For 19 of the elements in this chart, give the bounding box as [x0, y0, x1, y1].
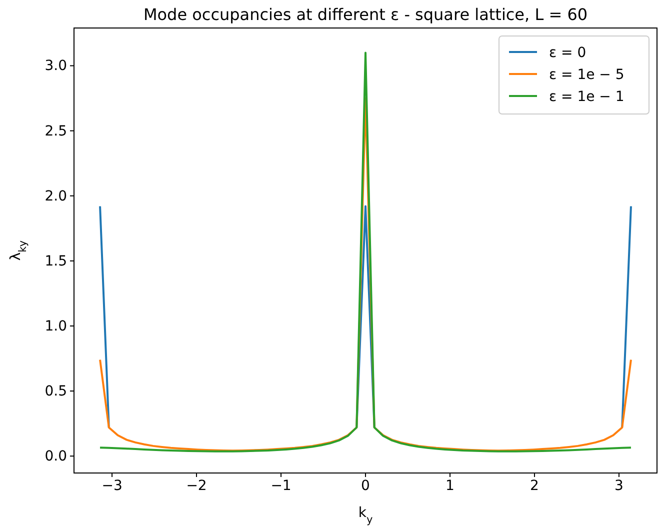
x-tick-label: −2: [186, 478, 207, 494]
legend-label: ε = 1e − 5: [549, 67, 624, 83]
y-tick-label: 1.0: [44, 318, 67, 334]
y-tick-label: 3.0: [44, 58, 67, 74]
chart-title: Mode occupancies at different ε - square lattice, L = 60: [143, 5, 588, 24]
y-tick-label: 2.5: [44, 123, 67, 140]
y-tick-label: 0.0: [44, 448, 67, 465]
x-tick-label: 2: [530, 478, 539, 494]
x-tick-label: −1: [270, 478, 292, 494]
legend-label: ε = 0: [549, 45, 586, 61]
y-tick-label: 1.5: [44, 253, 67, 270]
x-axis-title: k$_{y}$: [358, 505, 373, 526]
x-tick-label: −3: [102, 478, 122, 494]
y-tick-label: 0.5: [44, 384, 67, 400]
x-tick-label: 1: [446, 478, 454, 494]
x-tick-label: 3: [614, 478, 624, 494]
y-tick-label: 2.0: [44, 188, 67, 204]
legend-label: ε = 1e − 1: [549, 89, 624, 105]
x-tick-label: 0: [361, 478, 370, 494]
